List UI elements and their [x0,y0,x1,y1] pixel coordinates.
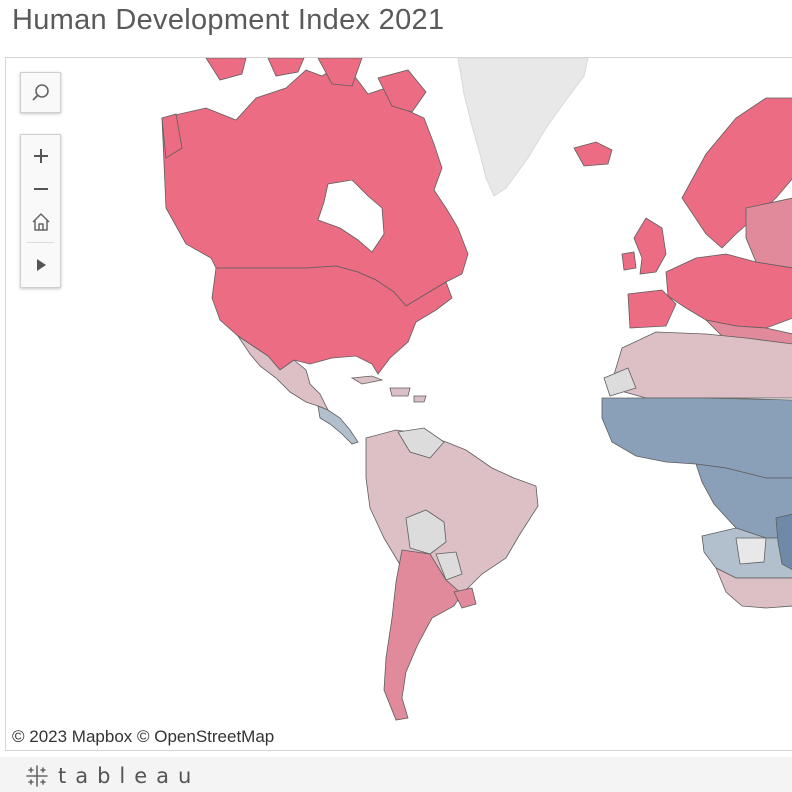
caribbean-islands[interactable] [350,375,427,403]
page-title: Human Development Index 2021 [12,4,445,36]
tableau-logo-icon [26,765,48,787]
central-america-region[interactable] [317,405,359,445]
toolbar-divider [27,242,54,243]
tableau-footer: tableau [0,757,792,792]
botswana-region[interactable] [735,537,767,565]
greenland-region[interactable] [457,58,589,197]
play-arrow-icon [36,258,46,271]
arctic-islands[interactable] [205,58,427,113]
minus-icon [33,187,48,190]
alaska-region[interactable] [161,113,183,159]
map-view[interactable]: © 2023 Mapbox © OpenStreetMap [5,57,792,751]
map-attribution[interactable]: © 2023 Mapbox © OpenStreetMap [12,727,275,746]
search-icon [32,83,49,100]
home-button[interactable] [21,205,60,238]
world-map[interactable] [6,58,792,751]
scandinavia-region[interactable] [681,97,792,249]
plus-icon [33,148,48,163]
hudson-bay [317,179,385,253]
zoom-out-button[interactable] [21,172,60,205]
tableau-logo[interactable]: tableau [24,763,200,789]
bolivia-region[interactable] [405,509,447,555]
south-africa-region[interactable] [715,567,792,609]
uruguay-region[interactable] [453,587,477,609]
map-search-button[interactable] [21,76,60,109]
zoom-in-button[interactable] [21,139,60,172]
map-search-tool[interactable] [20,72,61,113]
north-africa-region[interactable] [609,331,792,399]
expand-toolbar-button[interactable] [21,248,60,281]
uk-ireland-region[interactable] [621,217,667,275]
iberia-region[interactable] [627,289,677,329]
mozambique-region[interactable] [775,513,792,570]
western-europe-region[interactable] [665,253,792,329]
venezuela-region[interactable] [397,427,445,459]
argentina-chile-region[interactable] [383,549,463,721]
tableau-wordmark: tableau [58,764,201,788]
mexico-region[interactable] [237,335,329,411]
paraguay-region[interactable] [435,551,463,581]
eastern-europe-region[interactable] [745,197,792,269]
map-zoom-toolbar [20,134,61,288]
iceland-region[interactable] [573,141,613,167]
home-icon [31,212,50,231]
western-sahara-region[interactable] [603,367,637,397]
